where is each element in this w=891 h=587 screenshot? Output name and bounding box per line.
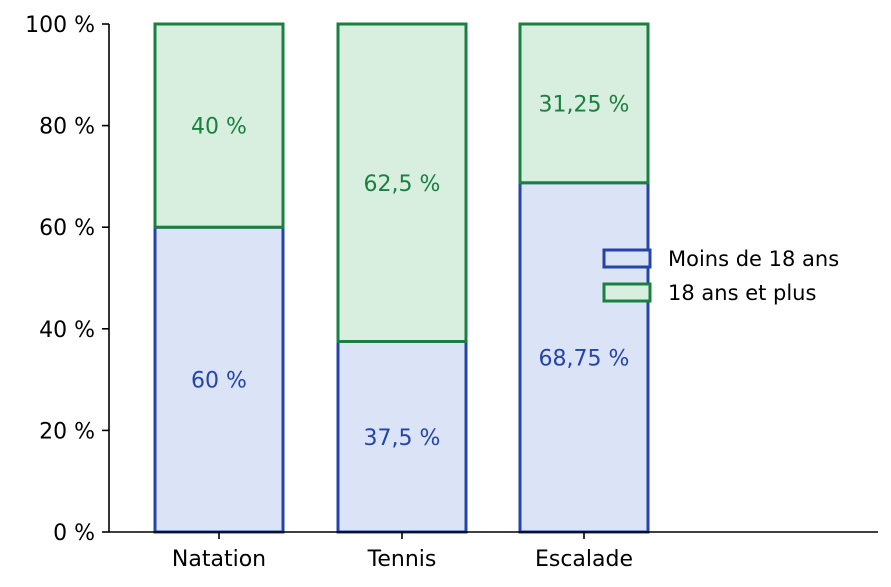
data-label-over-18-escalade: 31,25 % xyxy=(539,92,630,117)
x-tick-label-natation: Natation xyxy=(172,547,266,572)
bar-over-18-tennis xyxy=(336,22,468,343)
y-ticks-group: 0 % 20 % 40 % 60 % 80 % 100 % xyxy=(25,13,109,546)
x-tick-label-escalade: Escalade xyxy=(535,547,633,572)
y-tick-label: 40 % xyxy=(39,318,95,343)
y-tick-label: 80 % xyxy=(39,115,95,140)
y-tick-label: 0 % xyxy=(53,521,95,546)
data-label-under-18-escalade: 68,75 % xyxy=(539,346,630,371)
data-labels-group: 60 % 40 % 37,5 % 62,5 % 68,75 % 31,25 % xyxy=(191,92,629,450)
y-tick-label: 20 % xyxy=(39,419,95,444)
data-label-under-18-natation: 60 % xyxy=(191,369,247,394)
x-tick-label-tennis: Tennis xyxy=(367,547,437,572)
legend-label-under-18: Moins de 18 ans xyxy=(668,247,839,271)
data-label-over-18-tennis: 62,5 % xyxy=(364,172,441,197)
data-label-over-18-natation: 40 % xyxy=(191,115,247,140)
bars-group xyxy=(153,22,650,534)
bar-over-18-escalade xyxy=(518,22,650,185)
axes-group xyxy=(108,24,878,533)
y-tick-label: 60 % xyxy=(39,216,95,241)
x-ticks-group: Natation Tennis Escalade xyxy=(172,532,633,572)
legend-label-over-18: 18 ans et plus xyxy=(668,281,816,305)
bar-under-18-natation xyxy=(153,225,285,534)
y-tick-label: 100 % xyxy=(25,13,95,38)
legend-swatch-over-18 xyxy=(602,282,652,303)
legend-swatch-under-18 xyxy=(602,248,652,269)
bar-over-18-natation xyxy=(153,22,285,229)
data-label-under-18-tennis: 37,5 % xyxy=(364,426,441,451)
legend: Moins de 18 ans 18 ans et plus xyxy=(602,247,839,305)
